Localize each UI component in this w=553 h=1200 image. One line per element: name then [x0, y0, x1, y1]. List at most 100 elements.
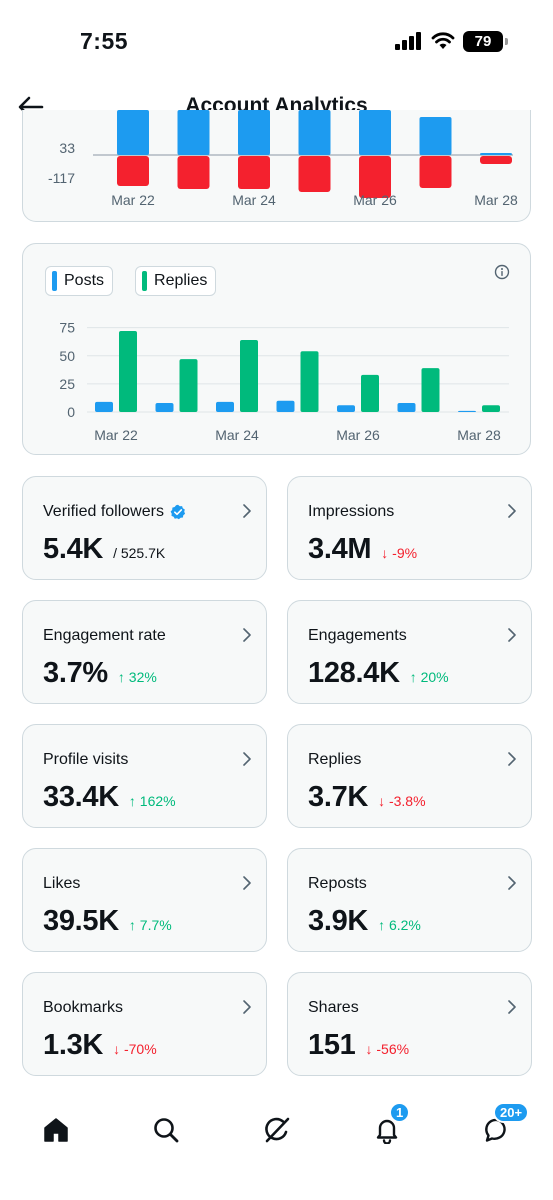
metric-value-row: 1.3K ↓ -70%	[43, 1029, 157, 1062]
chevron-right-icon	[508, 628, 516, 642]
chevron-right-icon	[508, 752, 516, 766]
arrow-up-icon: ↑	[409, 669, 417, 685]
bar-posts	[397, 403, 416, 412]
x-tick-label: Mar 28	[457, 427, 501, 443]
x-tick-label: Mar 22	[111, 192, 155, 208]
metric-value-row: 5.4K / 525.7K	[43, 533, 165, 566]
metric-title-row: Bookmarks	[43, 999, 123, 1017]
metric-change: ↑ 32%	[118, 669, 157, 685]
arrow-up-icon: ↑	[117, 669, 125, 685]
y-tick-label: 33	[59, 140, 75, 156]
bar-negative	[117, 156, 149, 186]
bar-negative	[298, 156, 331, 192]
metric-value: 3.7K	[308, 781, 369, 813]
tab-search[interactable]	[146, 1110, 186, 1150]
metric-value: 1.3K	[43, 1029, 104, 1061]
metric-card-profile-visits[interactable]: Profile visits 33.4K ↑ 162%	[22, 724, 267, 828]
bar-posts	[155, 403, 174, 412]
tab-home[interactable]	[36, 1110, 76, 1150]
messages-badge: 20+	[493, 1102, 530, 1123]
bar-replies	[179, 359, 198, 412]
bar-posts	[458, 410, 476, 412]
wifi-icon	[431, 32, 455, 49]
bar-positive	[117, 110, 149, 155]
metric-card-reposts[interactable]: Reposts 3.9K ↑ 6.2%	[287, 848, 532, 952]
status-time: 7:55	[80, 28, 129, 54]
arrow-down-icon: ↓	[365, 1041, 373, 1057]
bar-positive	[177, 110, 210, 155]
metric-title: Reposts	[308, 875, 367, 892]
bar-replies	[119, 331, 137, 412]
legend-label-replies: Replies	[154, 272, 208, 289]
bar-negative	[177, 156, 210, 189]
home-icon	[44, 1118, 68, 1142]
legend-item-replies[interactable]: Replies	[135, 266, 217, 296]
metric-value-row: 151 ↓ -56%	[308, 1029, 409, 1062]
bar-negative	[419, 156, 452, 188]
metric-title-row: Impressions	[308, 503, 394, 521]
metric-title: Engagements	[308, 627, 407, 644]
metric-card-engagements[interactable]: Engagements 128.4K ↑ 20%	[287, 600, 532, 704]
metric-title-row: Engagements	[308, 627, 407, 645]
search-icon	[154, 1118, 179, 1143]
metric-value-row: 3.4M ↓ -9%	[308, 533, 417, 566]
tab-messages[interactable]: 20+	[477, 1102, 530, 1150]
metric-title-row: Reposts	[308, 875, 367, 893]
metric-value: 3.7%	[43, 657, 108, 689]
arrow-up-icon: ↑	[128, 793, 136, 809]
metric-value: 39.5K	[43, 905, 119, 937]
metric-card-verified-followers[interactable]: Verified followers 5.4K / 525.7K	[22, 476, 267, 580]
metric-change-value: 162%	[139, 793, 176, 809]
chevron-right-icon	[243, 876, 251, 890]
tab-grok[interactable]	[257, 1110, 297, 1150]
bar-posts	[95, 401, 113, 412]
x-tick-label: Mar 24	[232, 192, 276, 208]
bar-replies	[361, 374, 379, 412]
chevron-right-icon	[508, 876, 516, 890]
posts-replies-chart-card: Posts Replies 0 25 50 75 Mar 22 Mar 24 Mar 26 M…	[22, 243, 531, 455]
info-icon[interactable]	[494, 264, 510, 280]
metric-card-shares[interactable]: Shares 151 ↓ -56%	[287, 972, 532, 1076]
metric-title-row: Engagement rate	[43, 627, 166, 645]
arrow-up-icon: ↑	[128, 917, 136, 933]
arrow-up-icon: ↑	[378, 917, 386, 933]
metric-change-value: 20%	[420, 669, 449, 685]
metric-card-replies[interactable]: Replies 3.7K ↓ -3.8%	[287, 724, 532, 828]
metric-card-impressions[interactable]: Impressions 3.4M ↓ -9%	[287, 476, 532, 580]
y-tick-label: 0	[67, 404, 75, 420]
metric-value-row: 3.7% ↑ 32%	[43, 657, 157, 690]
metric-title-row: Verified followers	[43, 503, 186, 521]
y-tick-label: -117	[48, 170, 75, 186]
metric-title: Engagement rate	[43, 627, 166, 644]
metric-change: ↓ -56%	[366, 1041, 410, 1057]
metric-change-value: -3.8%	[388, 793, 426, 809]
metric-change: ↓ -9%	[381, 545, 417, 561]
metric-value-row: 3.7K ↓ -3.8%	[308, 781, 426, 814]
metric-card-bookmarks[interactable]: Bookmarks 1.3K ↓ -70%	[22, 972, 267, 1076]
metric-value: 151	[308, 1029, 356, 1061]
notifications-badge: 1	[389, 1102, 411, 1123]
chevron-right-icon	[243, 504, 251, 518]
tab-notifications[interactable]: 1	[367, 1102, 411, 1150]
metric-title: Shares	[308, 999, 359, 1016]
legend-label-posts: Posts	[64, 272, 105, 289]
metric-value: 3.9K	[308, 905, 369, 937]
metric-change-value: 6.2%	[388, 917, 421, 933]
bar-positive	[359, 110, 391, 155]
metric-card-engagement-rate[interactable]: Engagement rate 3.7% ↑ 32%	[22, 600, 267, 704]
metric-title: Profile visits	[43, 751, 129, 768]
metric-card-likes[interactable]: Likes 39.5K ↑ 7.7%	[22, 848, 267, 952]
status-icons: 79	[395, 30, 508, 52]
metric-title: Likes	[43, 875, 81, 892]
metric-value: 128.4K	[308, 657, 400, 689]
metric-value-row: 128.4K ↑ 20%	[308, 657, 449, 690]
x-tick-label: Mar 22	[94, 427, 138, 443]
status-bar: 7:55 79	[0, 0, 553, 80]
metric-change-value: 7.7%	[139, 917, 172, 933]
metric-value: 33.4K	[43, 781, 119, 813]
chevron-right-icon	[508, 504, 516, 518]
metric-change: ↑ 20%	[410, 669, 449, 685]
legend-item-posts[interactable]: Posts	[45, 266, 114, 296]
bar-negative	[359, 156, 391, 198]
metric-change: ↑ 162%	[129, 793, 176, 809]
